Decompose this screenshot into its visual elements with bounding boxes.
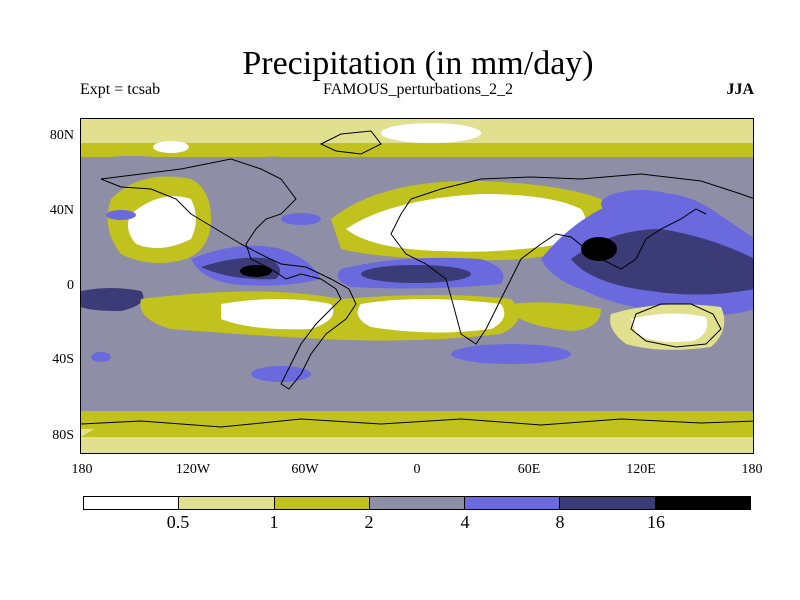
s-atlantic-dry-core [357, 299, 505, 333]
map-title: Precipitation (in mm/day) [242, 45, 594, 82]
lon-label-0: 0 [413, 462, 421, 477]
lon-label-60w: 60W [291, 462, 319, 477]
colorbar-swatch-5 [560, 497, 656, 509]
lon-label-120w: 120W [175, 462, 211, 477]
lat-label-80n: 80N [49, 128, 74, 143]
americas-coast [100, 158, 357, 390]
africa-asia-coast [390, 198, 707, 345]
australia-coast [630, 303, 722, 348]
colorbar-tick-1: 1 [269, 512, 279, 532]
australia-dry-core [631, 313, 708, 343]
ne-pacific-wet [106, 210, 136, 220]
lon-label-180w: 180 [71, 462, 93, 477]
colorbar-swatch-1 [179, 497, 275, 509]
season-label: JJA [726, 81, 754, 98]
lon-label-180e: 180 [741, 462, 763, 477]
southern-ocean-fringe [81, 413, 753, 437]
bay-of-bengal-max [581, 237, 617, 261]
w-pacific-heavy [81, 288, 144, 311]
s-indian-wet [451, 344, 571, 364]
colorbar-swatch-4 [465, 497, 561, 509]
s-pacific-wet [251, 366, 311, 382]
atlantic-itcz-heavy [361, 265, 471, 283]
antarctica-coast [81, 418, 753, 428]
experiment-label: Expt = tcsab [80, 81, 161, 98]
sahara-dry-core [346, 194, 586, 252]
lat-label-eq: 0 [67, 278, 74, 293]
e-pacific-max [240, 265, 272, 277]
asian-monsoon-heavy [571, 229, 753, 295]
precipitation-map [80, 118, 754, 454]
lat-label-40s: 40S [52, 352, 74, 367]
indian-ocean-dry [511, 302, 601, 331]
lon-label-60e: 60E [517, 462, 541, 477]
precipitation-field [81, 119, 753, 453]
colorbar-swatch-3 [369, 497, 466, 509]
arctic-dry-1 [381, 123, 481, 143]
colorbar-tick-8: 8 [555, 512, 565, 532]
eurasia-north-coast [410, 173, 753, 200]
arctic-dry-2 [153, 141, 189, 153]
colorbar-swatch-0 [84, 497, 180, 509]
colorbar-swatch-6 [655, 497, 750, 509]
storm-track [81, 155, 753, 209]
nw-pacific-wet [601, 190, 681, 218]
lat-label-80s: 80S [52, 428, 74, 443]
n-america-dry-core [127, 196, 196, 248]
run-name-label: FAMOUS_perturbations_2_2 [323, 81, 513, 98]
colorbar [83, 496, 751, 510]
colorbar-swatch-2 [274, 497, 370, 509]
colorbar-tick-0-5: 0.5 [166, 512, 190, 532]
colorbar-tick-2: 2 [364, 512, 374, 532]
lat-label-40n: 40N [49, 203, 74, 218]
coastlines [81, 130, 753, 428]
lon-label-120e: 120E [626, 462, 656, 477]
gulf-stream-wet [281, 213, 321, 225]
colorbar-tick-16: 16 [647, 512, 665, 532]
greenland-coast [319, 130, 382, 155]
colorbar-tick-4: 4 [460, 512, 470, 532]
sw-pacific-wet [91, 352, 111, 362]
se-pacific-dry-core [221, 299, 334, 330]
